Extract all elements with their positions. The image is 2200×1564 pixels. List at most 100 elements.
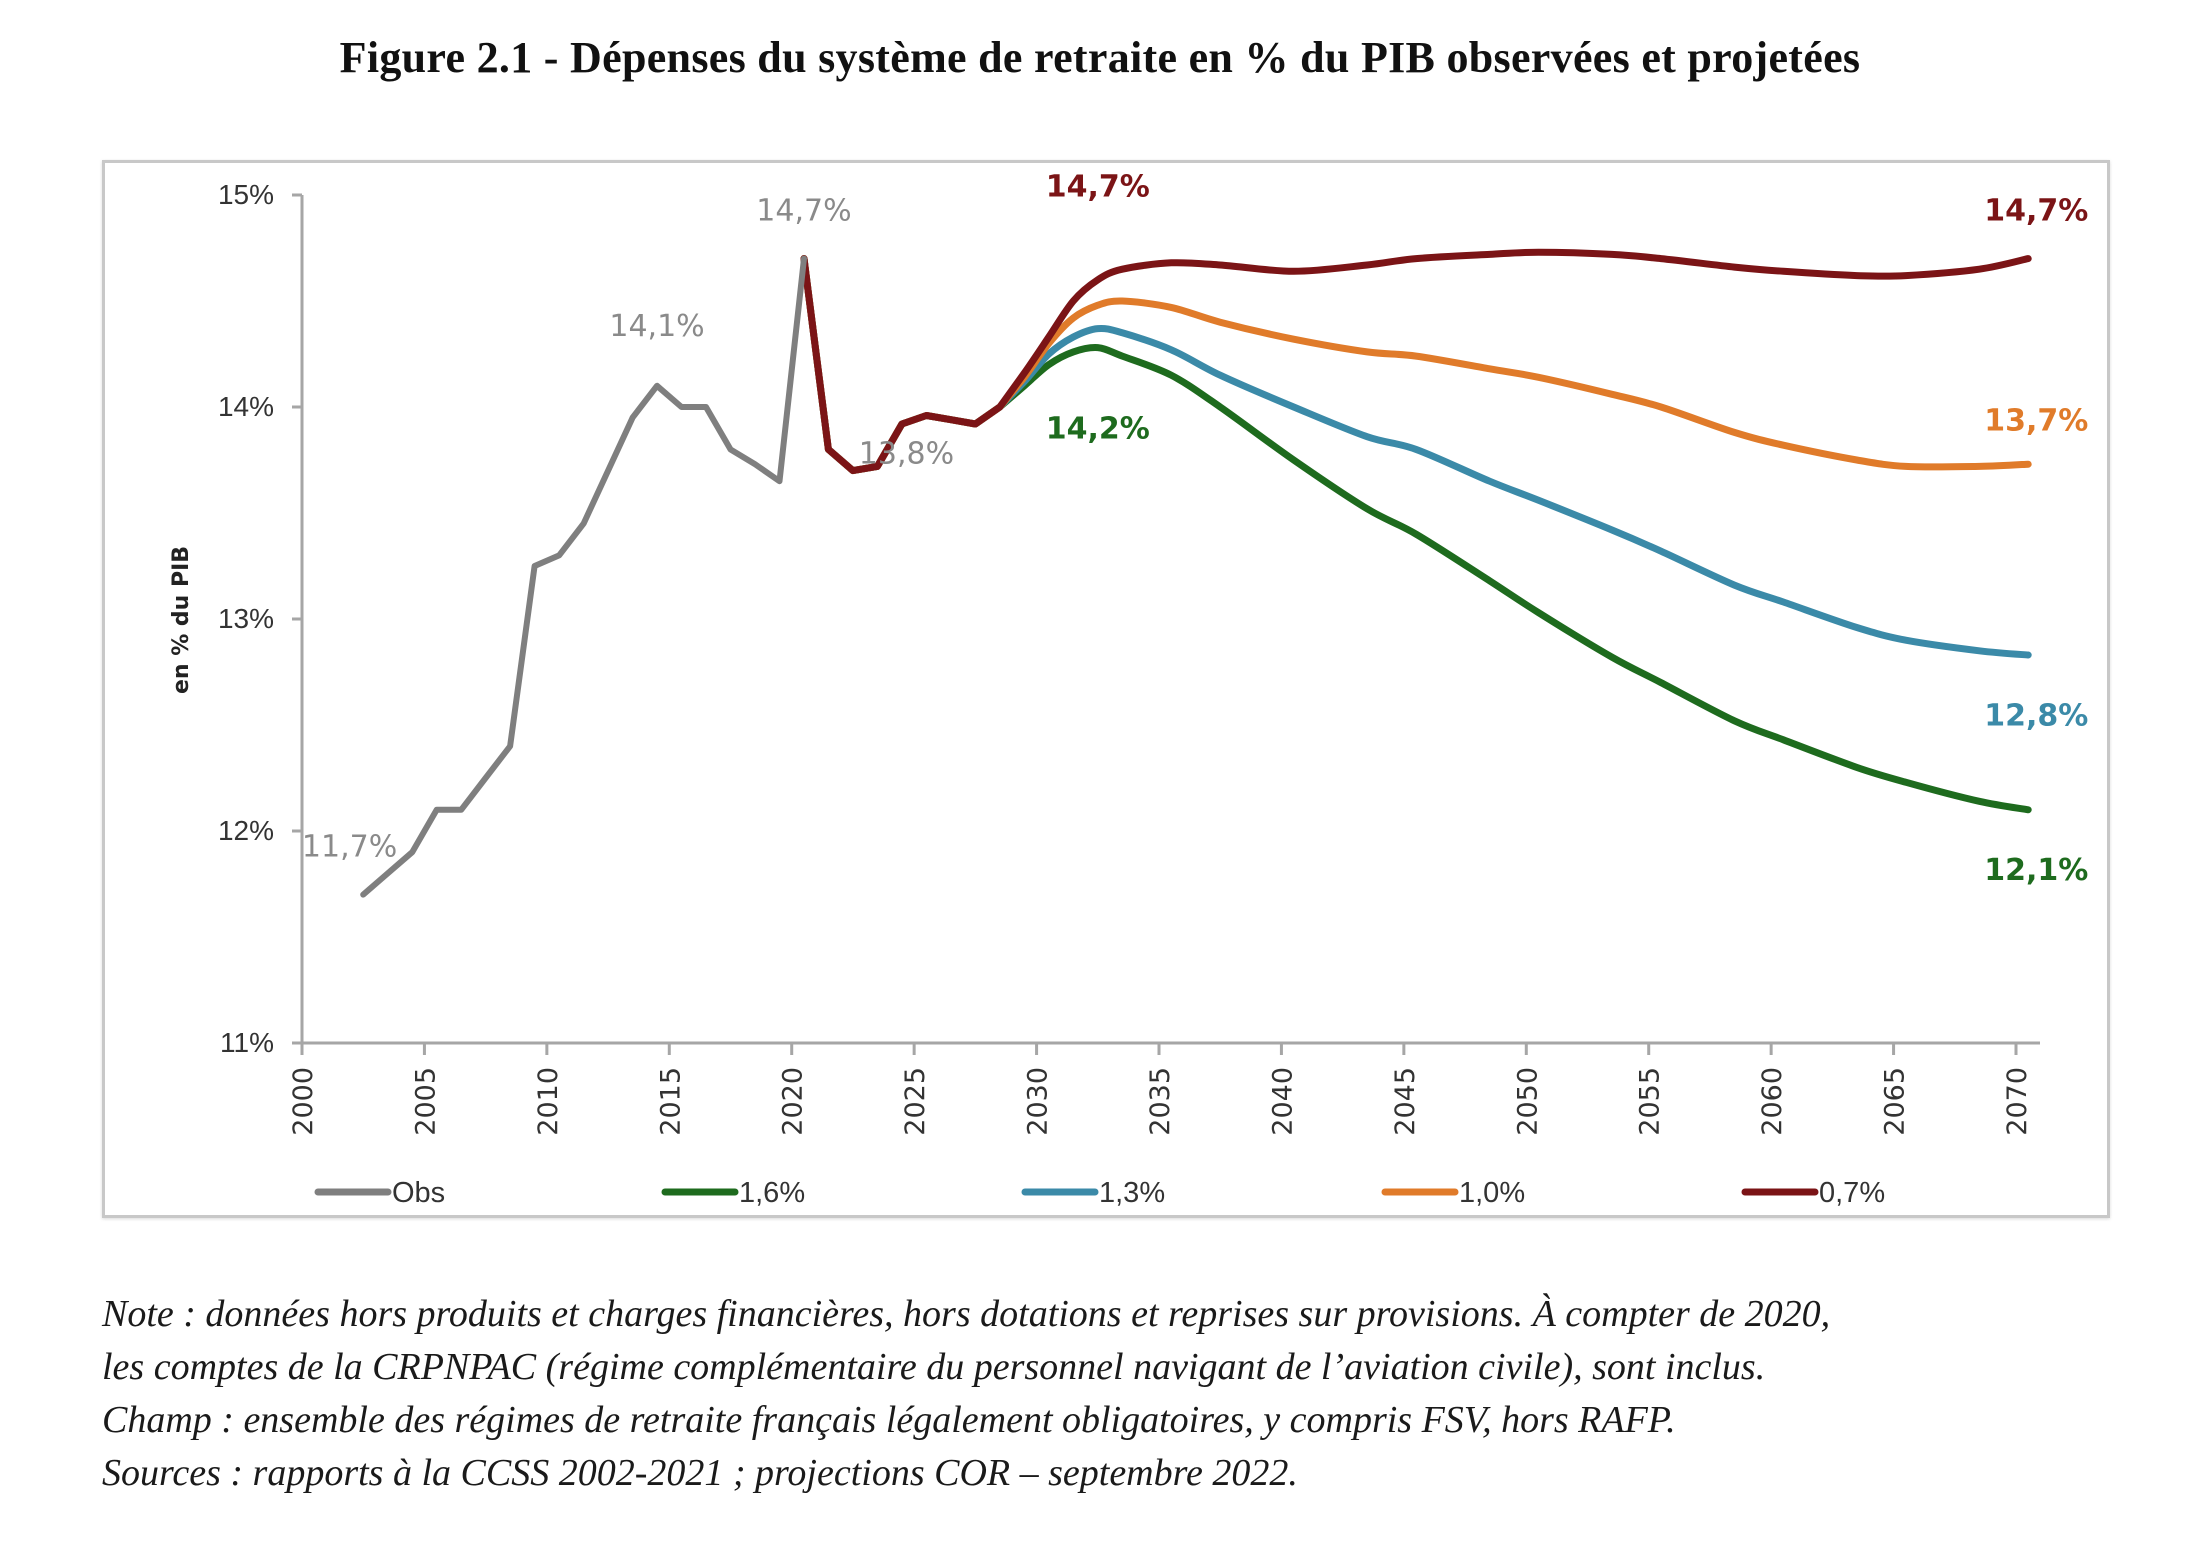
x-tick-label: 2025	[900, 1067, 931, 1136]
data-label: 12,1%	[1984, 853, 2088, 888]
data-point	[949, 418, 953, 422]
data-point	[2026, 257, 2030, 261]
field-line: les comptes de la CRPNPAC (régime complé…	[102, 1346, 1766, 1388]
data-point	[1610, 528, 1614, 532]
data-point	[1120, 299, 1124, 303]
data-point	[1414, 532, 1418, 536]
data-point	[1904, 638, 1908, 642]
data-point	[826, 447, 830, 451]
data-point	[1096, 303, 1100, 307]
data-point	[1904, 274, 1908, 278]
data-point	[1781, 738, 1785, 742]
data-point	[1855, 765, 1859, 769]
data-point	[1218, 373, 1222, 377]
data-point	[557, 553, 561, 557]
data-point	[1169, 348, 1173, 352]
data-point	[1120, 331, 1124, 335]
data-point	[1071, 299, 1075, 303]
series-line-0-7-	[800, 248, 2032, 475]
legend-item: Obs	[314, 1177, 445, 1209]
data-point	[973, 422, 977, 426]
data-label: 11,7%	[302, 830, 397, 865]
data-point	[729, 447, 733, 451]
data-point	[361, 893, 365, 897]
legend-item: 0,7%	[1741, 1177, 1885, 1209]
x-tick-label: 2000	[288, 1067, 319, 1136]
data-point	[1659, 257, 1663, 261]
data-point	[1977, 267, 1981, 271]
data-point	[1537, 498, 1541, 502]
data-point	[1488, 252, 1492, 256]
data-point	[1292, 337, 1296, 341]
data-point	[1659, 681, 1663, 685]
data-point	[1537, 250, 1541, 254]
data-point	[1096, 327, 1100, 331]
y-tick-label: 15%	[218, 179, 274, 210]
data-point	[1169, 373, 1173, 377]
x-tick-label: 2050	[1512, 1067, 1543, 1136]
y-tick-label: 14%	[218, 391, 274, 422]
data-point	[1047, 363, 1051, 367]
data-point	[753, 462, 757, 466]
data-point	[1292, 405, 1296, 409]
x-tick-label: 2040	[1267, 1067, 1298, 1136]
data-point	[1977, 464, 1981, 468]
data-label: 14,7%	[1984, 194, 2088, 229]
legend-item: 1,0%	[1381, 1177, 1525, 1209]
data-point	[1169, 261, 1173, 265]
data-point	[1537, 611, 1541, 615]
data-point	[1488, 479, 1492, 483]
x-tick-label: 2030	[1023, 1067, 1054, 1136]
figure-notes: Note : données hors produits et charges …	[102, 1288, 2182, 1500]
data-point	[1659, 405, 1663, 409]
data-point	[1977, 649, 1981, 653]
data-point	[2026, 653, 2030, 657]
series-layer	[360, 248, 2032, 898]
data-point	[582, 522, 586, 526]
data-point	[533, 564, 537, 568]
x-tick-label: 2005	[410, 1067, 441, 1136]
data-point	[924, 413, 928, 417]
data-label: 12,8%	[1984, 698, 2088, 733]
y-tick-label: 11%	[220, 1027, 274, 1058]
y-ticks: 11% 12% 13% 14% 15%	[218, 179, 302, 1058]
x-tick-label: 2055	[1635, 1067, 1666, 1136]
data-point	[1610, 392, 1614, 396]
data-label: 14,7%	[1046, 170, 1150, 205]
data-point	[998, 405, 1002, 409]
data-point	[1292, 458, 1296, 462]
data-point	[1365, 507, 1369, 511]
legend-label: 1,3%	[1099, 1177, 1165, 1209]
data-label: 13,7%	[1984, 404, 2088, 439]
data-label: 13,8%	[859, 436, 954, 471]
x-tick-label: 2020	[778, 1067, 809, 1136]
data-point	[1022, 371, 1026, 375]
data-point	[1047, 352, 1051, 356]
data-point	[802, 257, 806, 261]
data-point	[1904, 464, 1908, 468]
data-point	[851, 469, 855, 473]
data-point	[1218, 405, 1222, 409]
data-point	[1732, 719, 1736, 723]
axes: 11% 12% 13% 14% 15% 2000 2005 2010 2015 2020 2025…	[169, 179, 2040, 1136]
data-label: 14,2%	[1046, 412, 1150, 447]
legend-item: 1,3%	[1021, 1177, 1165, 1209]
data-point	[1977, 799, 1981, 803]
data-point	[704, 405, 708, 409]
y-axis-label: en % du PIB	[169, 546, 194, 694]
legend-label: 1,0%	[1459, 1177, 1525, 1209]
figure-title: Figure 2.1 - Dépenses du système de retr…	[339, 33, 1861, 82]
data-point	[1732, 583, 1736, 587]
data-point	[1610, 655, 1614, 659]
data-label: 14,7%	[756, 194, 851, 229]
legend-item: 1,6%	[661, 1177, 805, 1209]
data-point	[1218, 320, 1222, 324]
data-point	[1120, 354, 1124, 358]
data-point	[777, 479, 781, 483]
data-point	[1047, 335, 1051, 339]
data-point	[1365, 435, 1369, 439]
data-point	[1855, 274, 1859, 278]
data-point	[1071, 316, 1075, 320]
data-point	[1781, 600, 1785, 604]
